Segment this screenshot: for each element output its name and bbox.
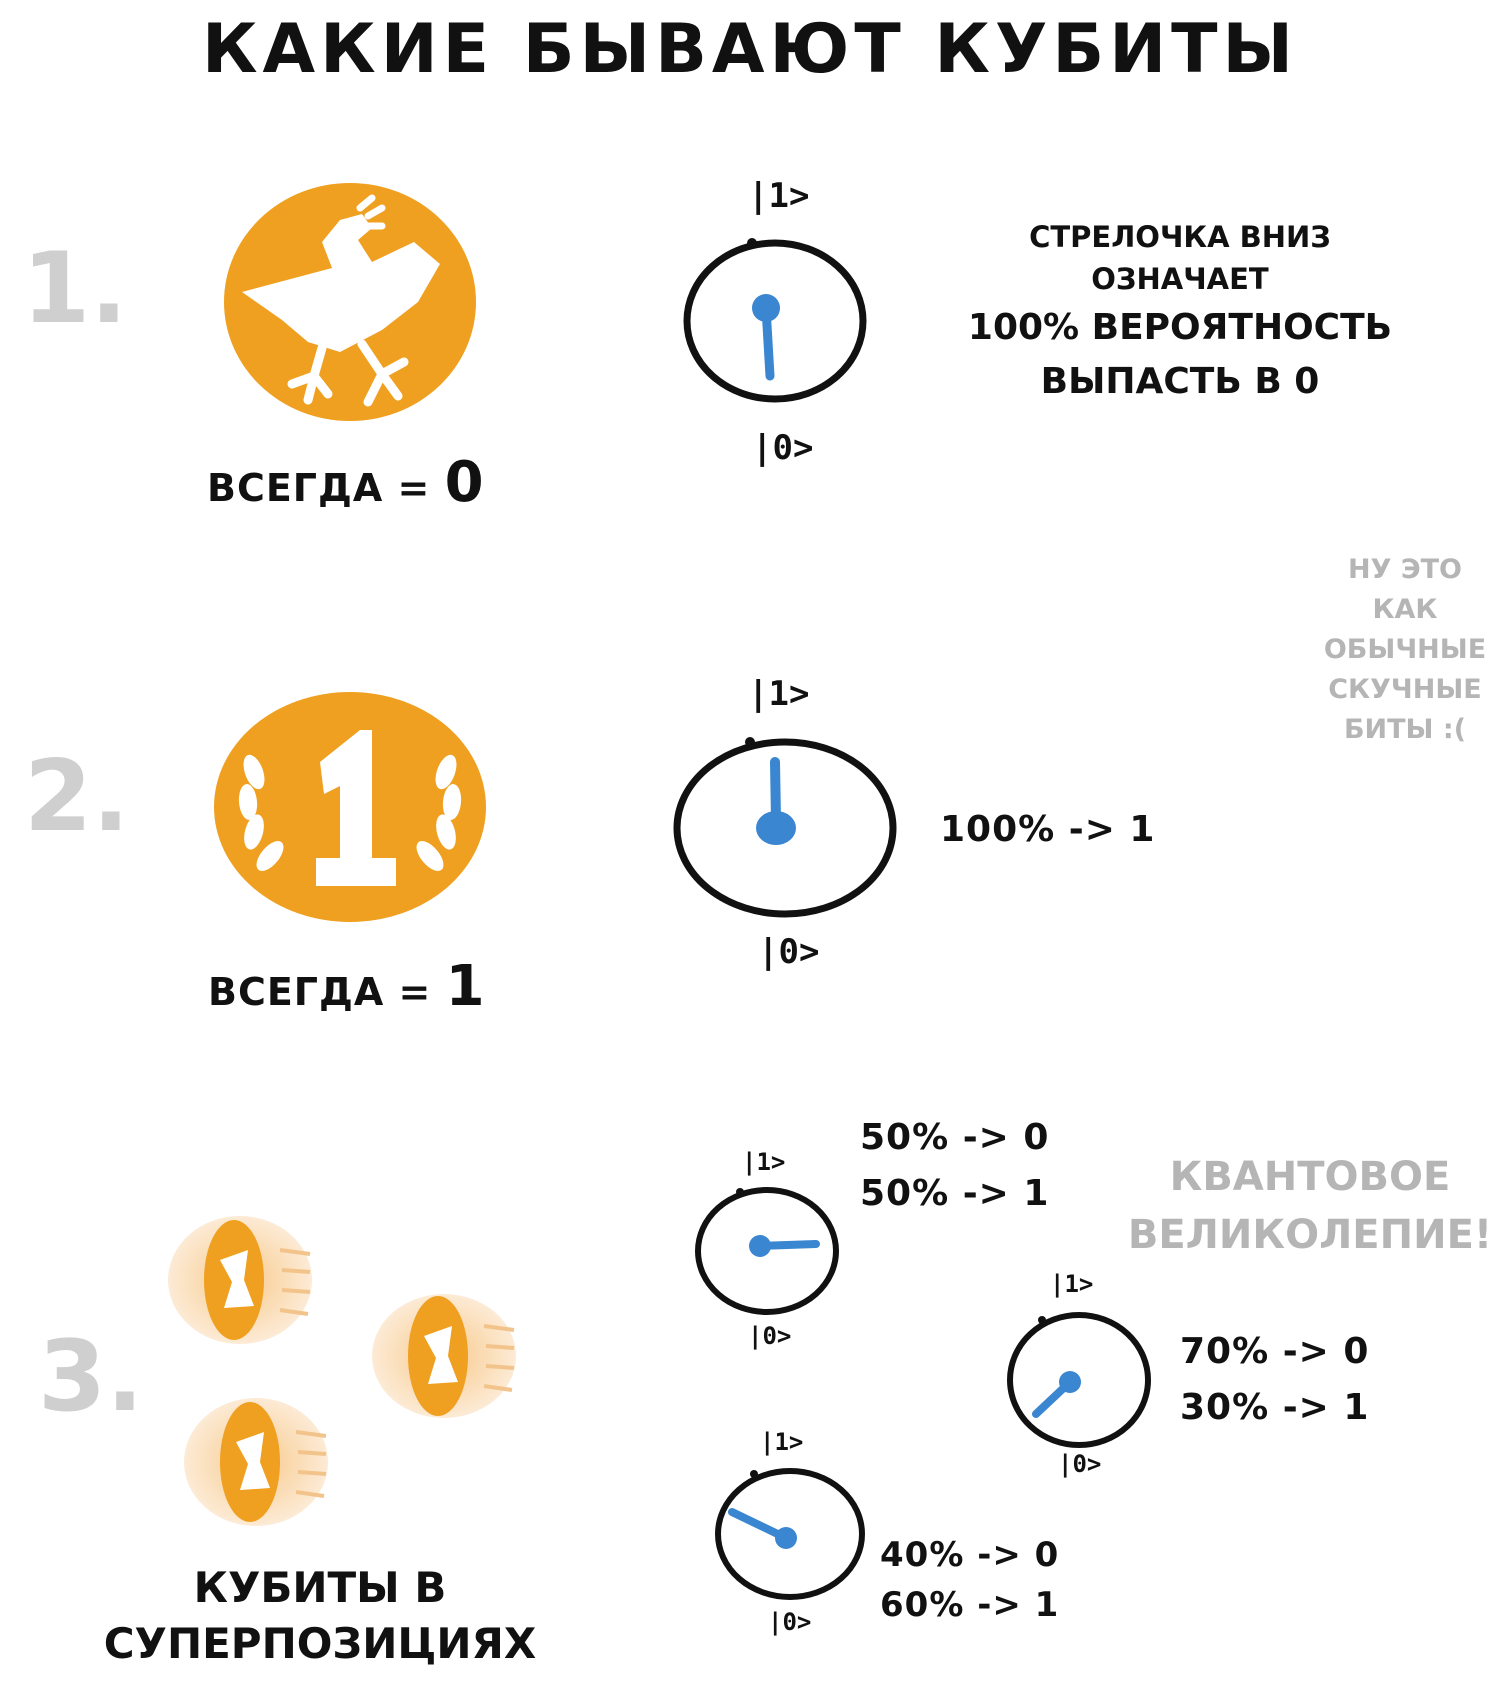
caption-value: 0 (444, 450, 485, 515)
prob-line: 40% -> 0 (880, 1535, 1060, 1575)
laurel-one-coin-icon (214, 692, 486, 922)
section-number-3: 3. (38, 1320, 144, 1434)
prob-block-50-50: 50% -> 0 50% -> 1 (860, 1110, 1049, 1222)
caption-always-0: ВСЕГДА = 0 (207, 450, 485, 515)
qubit-dial-down (683, 238, 867, 403)
ket-one-label: |1> (760, 1428, 804, 1456)
side-note-line: СКУЧНЫЕ (1328, 674, 1482, 705)
prob-line: 50% -> 1 (860, 1173, 1050, 1214)
prob-line: 50% -> 0 (860, 1117, 1050, 1158)
caption-line: КУБИТЫ В (193, 1563, 447, 1612)
ket-zero-label: |0> (768, 1608, 812, 1636)
ket-one-label: |1> (748, 176, 810, 216)
note-line: 100% ВЕРОЯТНОСТЬ (967, 307, 1393, 348)
section-number-2: 2. (24, 740, 130, 854)
down-arrow-note: СТРЕЛОЧКА ВНИЗ ОЗНАЧАЕТ 100% ВЕРОЯТНОСТЬ… (960, 216, 1400, 408)
caption-always-1: ВСЕГДА = 1 (208, 954, 486, 1019)
superposition-caption: КУБИТЫ В СУПЕРПОЗИЦИЯХ (90, 1560, 550, 1672)
spinning-coin (184, 1398, 328, 1526)
ket-one-label: |1> (1050, 1270, 1094, 1298)
quantum-note-line: ВЕЛИКОЛЕПИЕ! (1127, 1212, 1493, 1258)
bird-coin-icon (224, 183, 476, 421)
side-note-line: ОБЫЧНЫЕ (1323, 634, 1487, 665)
note-line: СТРЕЛОЧКА ВНИЗ (1029, 220, 1331, 254)
ket-one-label: |1> (742, 1148, 786, 1176)
side-note-line: НУ ЭТО (1348, 554, 1462, 585)
side-note-line: КАК (1372, 594, 1438, 625)
ket-zero-label: |0> (752, 428, 814, 468)
spinning-coins-icon (168, 1216, 516, 1526)
ket-zero-label: |0> (758, 932, 820, 972)
ket-zero-label: |0> (1058, 1450, 1102, 1478)
qubit-dial-up (673, 737, 897, 918)
side-note-line: БИТЫ :( (1343, 714, 1467, 745)
caption-prefix: ВСЕГДА = (208, 970, 432, 1014)
prob-block-70-30: 70% -> 0 30% -> 1 (1180, 1324, 1369, 1436)
page-title: КАКИЕ БЫВАЮТ КУБИТЫ (201, 10, 1299, 89)
qubit-dial-horizontal (695, 1187, 839, 1315)
prob-100-to-1: 100% -> 1 (940, 809, 1156, 850)
caption-prefix: ВСЕГДА = (207, 466, 431, 510)
ket-one-label: |1> (748, 674, 810, 714)
qubit-dial-tilted-left (715, 1468, 865, 1600)
prob-line: 70% -> 0 (1180, 1331, 1370, 1372)
prob-block-40-60: 40% -> 0 60% -> 1 (880, 1530, 1059, 1630)
prob-line: 30% -> 1 (1180, 1387, 1370, 1428)
note-line: ВЫПАСТЬ В 0 (1040, 361, 1320, 402)
prob-line: 60% -> 1 (880, 1585, 1060, 1625)
note-line: ОЗНАЧАЕТ (1091, 262, 1269, 296)
spinning-coin (168, 1216, 312, 1344)
ket-zero-label: |0> (748, 1322, 792, 1350)
qubit-dial-tilted-up (1007, 1312, 1151, 1448)
spinning-coin (372, 1294, 516, 1418)
section-number-1: 1. (22, 232, 128, 346)
boring-bits-note: НУ ЭТО КАК ОБЫЧНЫЕ СКУЧНЫЕ БИТЫ :( (1310, 550, 1500, 750)
quantum-magnificence-note: КВАНТОВОЕ ВЕЛИКОЛЕПИЕ! (1120, 1148, 1500, 1264)
caption-line: СУПЕРПОЗИЦИЯХ (103, 1619, 537, 1668)
caption-value: 1 (445, 954, 486, 1019)
quantum-note-line: КВАНТОВОЕ (1169, 1154, 1451, 1200)
